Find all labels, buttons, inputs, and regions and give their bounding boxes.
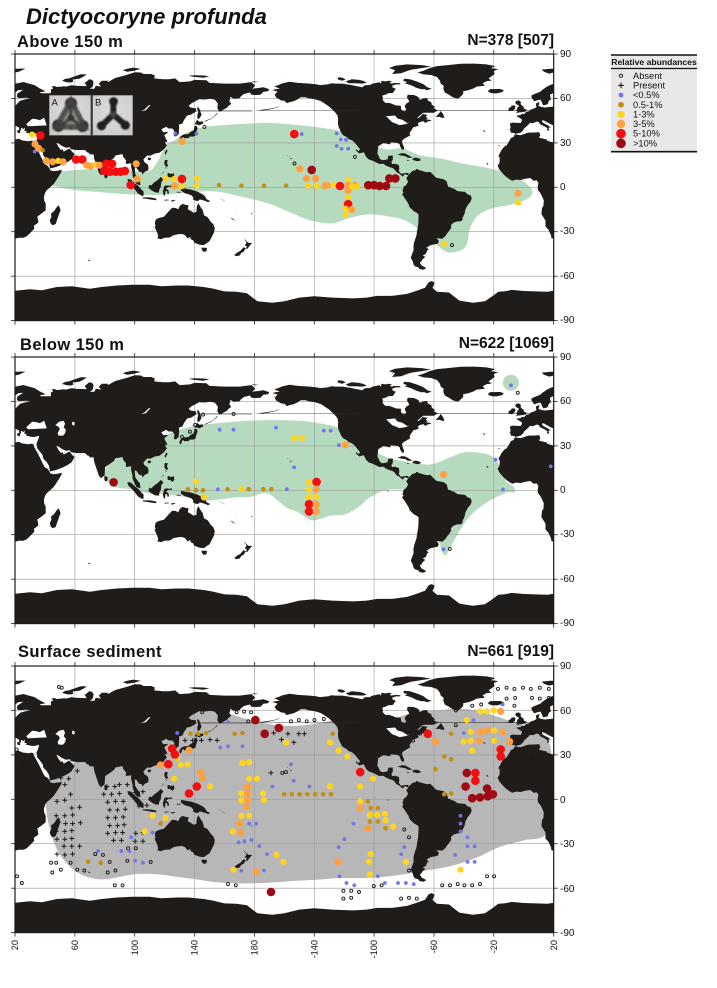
svg-text:Relative abundances: Relative abundances xyxy=(611,57,697,67)
svg-text:140: 140 xyxy=(190,940,200,955)
svg-text:100: 100 xyxy=(130,940,140,955)
svg-text:180: 180 xyxy=(250,940,260,955)
svg-text:B: B xyxy=(95,98,101,109)
svg-text:<0.5%: <0.5% xyxy=(633,90,660,100)
svg-text:-60: -60 xyxy=(429,940,439,953)
svg-text:1-3%: 1-3% xyxy=(633,109,655,119)
svg-text:5-10%: 5-10% xyxy=(633,128,660,138)
svg-text:20: 20 xyxy=(10,940,20,950)
svg-text:-100: -100 xyxy=(369,940,379,958)
svg-text:20: 20 xyxy=(549,940,559,950)
svg-text:A: A xyxy=(51,98,58,109)
svg-text:-20: -20 xyxy=(489,940,499,953)
svg-text:60: 60 xyxy=(70,940,80,950)
svg-text:>10%: >10% xyxy=(633,138,657,148)
svg-text:Present: Present xyxy=(633,80,665,90)
svg-text:-140: -140 xyxy=(309,940,319,958)
svg-text:0.5-1%: 0.5-1% xyxy=(633,99,662,109)
svg-text:3-5%: 3-5% xyxy=(633,119,655,129)
svg-text:Absent: Absent xyxy=(633,70,662,80)
